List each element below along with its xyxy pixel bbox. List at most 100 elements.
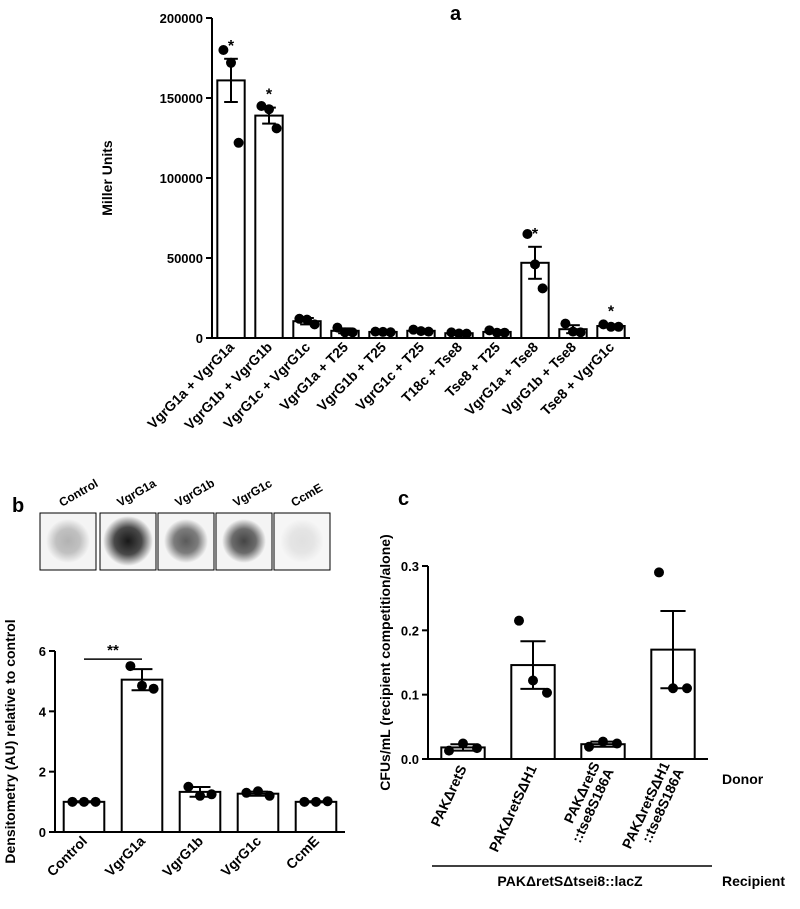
data-point [340,327,350,338]
donor-label: Donor [722,771,764,787]
data-point [299,796,310,807]
data-point [568,326,578,337]
y-tick-label: 0.2 [401,623,419,638]
y-tick-label: 50000 [167,251,203,266]
y-axis-label: Densitometry (AU) relative to control [2,619,18,863]
data-point [542,687,552,698]
data-point [598,736,608,747]
recipient-name: PAKΔretSΔtsei8::lacZ [497,873,643,889]
data-point [454,328,464,339]
bar [120,678,164,833]
bar [62,800,106,833]
data-point [253,786,263,797]
data-point [499,327,510,338]
data-point [347,327,358,338]
data-point [416,326,426,337]
x-tick-label: Control [44,833,91,880]
data-point [302,314,312,325]
y-tick-label: 0.3 [401,559,419,574]
data-point [125,661,136,672]
data-point [575,327,586,338]
x-tick-label: PAKΔretS [427,763,469,829]
blot-spot [280,519,324,563]
x-tick-label: VgrG1c [218,833,265,880]
significance: * [532,226,539,243]
panel-label: b [12,495,24,517]
data-point [148,683,159,694]
x-tick-label: CcmE [283,833,322,872]
blot-label: VgrG1a [115,476,159,510]
data-point [264,790,275,801]
data-point [378,326,388,337]
data-point [206,789,217,800]
blot-label: Control [57,476,101,509]
y-tick-label: 2 [39,765,46,780]
data-point [183,781,194,792]
bar [254,114,284,339]
data-point [322,796,333,807]
y-axis-label: Miller Units [99,140,115,216]
data-point [271,123,282,134]
data-point [294,313,305,324]
y-tick-label: 6 [39,644,46,659]
significance: * [266,87,273,104]
significance: * [608,304,615,321]
data-point [514,615,524,626]
blot-spot [103,516,153,566]
data-point [226,57,236,68]
y-axis-label: CFUs/mL (recipient competition/alone) [377,534,393,790]
data-point [195,790,205,801]
data-point [218,45,229,55]
data-point [458,738,468,749]
data-point [598,319,609,330]
y-tick-label: 0 [196,331,203,346]
data-point [606,321,616,332]
x-tick-label: PAKΔretS::tse8S186A [554,759,616,845]
data-point [408,324,419,335]
data-point [79,796,89,807]
y-tick-label: 150000 [160,91,203,106]
data-point [612,738,622,749]
data-point [492,327,502,338]
data-point [522,229,533,239]
blot-spot [222,519,266,563]
data-point [654,567,664,578]
data-point [537,283,548,294]
data-point [137,680,147,691]
data-point [528,675,538,686]
data-point [446,327,457,338]
data-point [370,326,381,337]
significance: * [228,38,235,55]
data-point [233,137,244,148]
x-tick-label: PAKΔretSΔH1::tse8S186A [619,759,687,857]
blot-label: CcmE [289,480,325,509]
panel-label: a [450,3,462,25]
data-point [241,787,252,798]
y-tick-label: 4 [39,704,47,719]
data-point [309,319,320,330]
data-point [461,328,472,339]
x-tick-label: VgrG1a [102,833,149,880]
x-tick-label: VgrG1b [159,833,206,880]
y-tick-label: 100000 [160,171,203,186]
data-point [560,318,571,329]
blot-spot [46,519,90,563]
data-point [530,259,540,270]
x-tick-label: PAKΔretSΔH1 [486,762,540,854]
data-point [311,796,321,807]
data-point [668,683,678,694]
y-tick-label: 0.0 [401,752,419,767]
data-point [264,104,274,115]
blot-label: VgrG1c [231,476,275,510]
data-point [444,745,454,756]
data-point [472,743,482,754]
recipient-label: Recipient [722,873,785,889]
panel-label: c [398,488,409,510]
y-tick-label: 200000 [160,11,203,26]
data-point [613,321,624,332]
bar [216,79,246,340]
significance: ** [107,642,119,659]
data-point [256,101,267,111]
y-tick-label: 0 [39,825,46,840]
